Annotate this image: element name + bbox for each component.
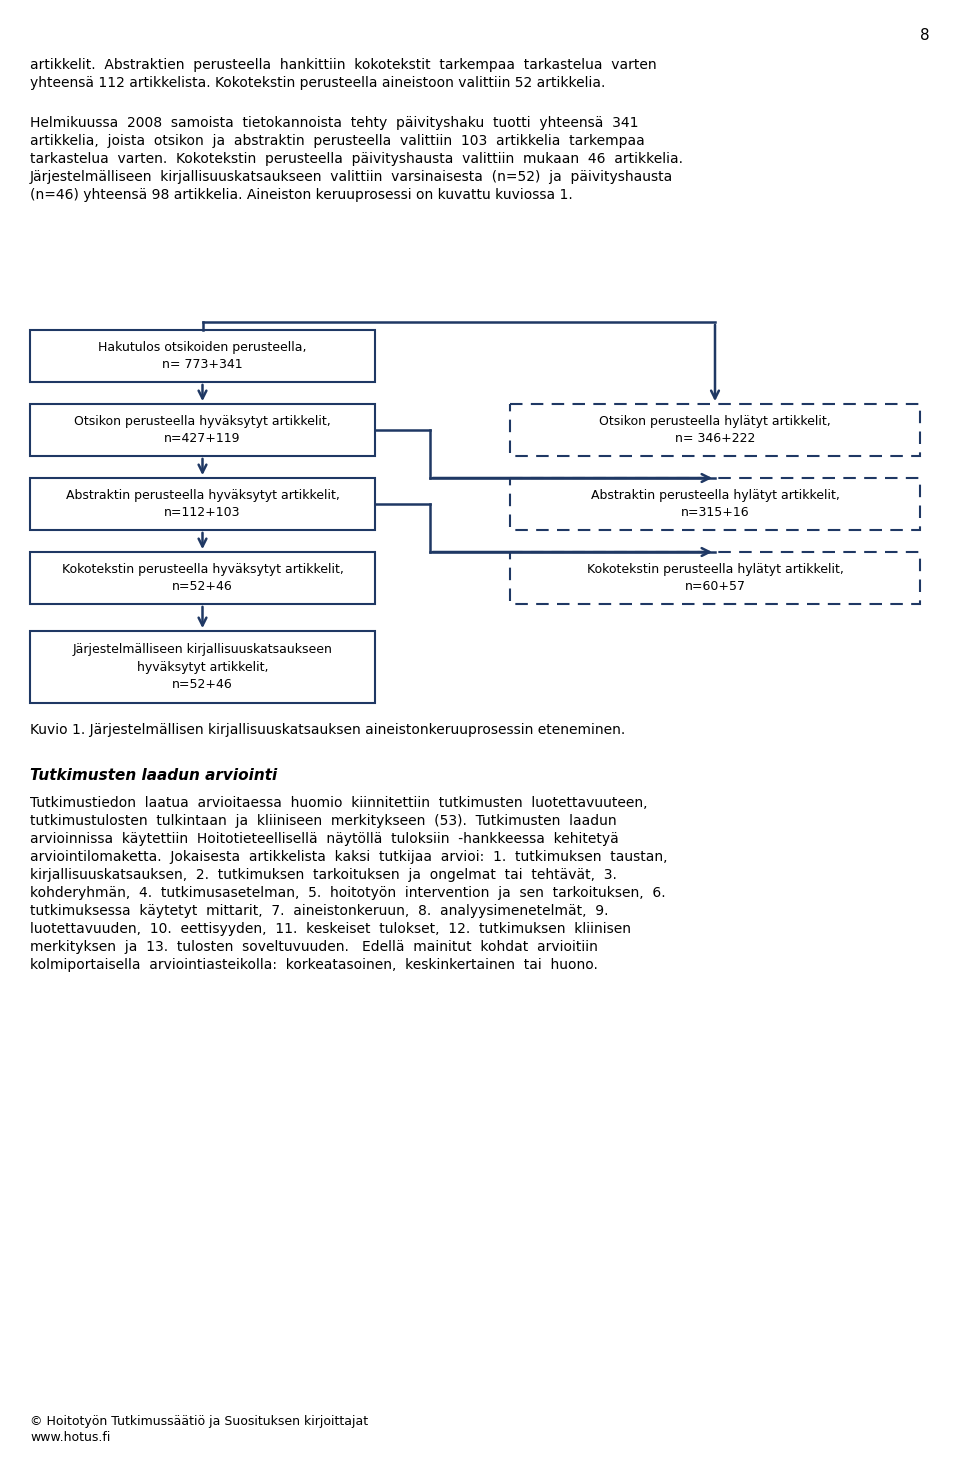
Bar (510, 552, 920, 605)
Bar (30, 478, 375, 530)
Text: arvioinnissa  käytettiin  Hoitotieteellisellä  näytöllä  tuloksiin  -hankkeessa : arvioinnissa käytettiin Hoitotieteellise… (30, 832, 619, 847)
Text: luotettavuuden,  10.  eettisyyden,  11.  keskeiset  tulokset,  12.  tutkimuksen : luotettavuuden, 10. eettisyyden, 11. kes… (30, 922, 631, 935)
Text: Kuvio 1. Järjestelmällisen kirjallisuuskatsauksen aineistonkeruuprosessin etenem: Kuvio 1. Järjestelmällisen kirjallisuusk… (30, 723, 625, 737)
Text: Järjestelmälliseen  kirjallisuuskatsaukseen  valittiin  varsinaisesta  (n=52)  j: Järjestelmälliseen kirjallisuuskatsaukse… (30, 170, 673, 184)
Text: (n=46) yhteensä 98 artikkelia. Aineiston keruuprosessi on kuvattu kuviossa 1.: (n=46) yhteensä 98 artikkelia. Aineiston… (30, 188, 573, 203)
Text: artikkelia,  joista  otsikon  ja  abstraktin  perusteella  valittiin  103  artik: artikkelia, joista otsikon ja abstraktin… (30, 134, 645, 149)
Text: Tutkimustiedon  laatua  arvioitaessa  huomio  kiinnitettiin  tutkimusten  luotet: Tutkimustiedon laatua arvioitaessa huomi… (30, 796, 647, 810)
Bar (510, 478, 920, 530)
Text: yhteensä 112 artikkelista. Kokotekstin perusteella aineistoon valittiin 52 artik: yhteensä 112 artikkelista. Kokotekstin p… (30, 76, 606, 90)
Text: Helmikuussa  2008  samoista  tietokannoista  tehty  päivityshaku  tuotti  yhteen: Helmikuussa 2008 samoista tietokannoista… (30, 117, 638, 130)
Text: 8: 8 (921, 28, 930, 44)
Text: Kokotekstin perusteella hyväksytyt artikkelit,
n=52+46: Kokotekstin perusteella hyväksytyt artik… (61, 562, 344, 593)
Text: tarkastelua  varten.  Kokotekstin  perusteella  päivityshausta  valittiin  mukaa: tarkastelua varten. Kokotekstin perustee… (30, 152, 683, 166)
Text: Abstraktin perusteella hyväksytyt artikkelit,
n=112+103: Abstraktin perusteella hyväksytyt artikk… (65, 488, 340, 520)
Text: Kokotekstin perusteella hylätyt artikkelit,
n=60+57: Kokotekstin perusteella hylätyt artikkel… (587, 562, 844, 593)
Text: artikkelit.  Abstraktien  perusteella  hankittiin  kokotekstit  tarkempaa  tarka: artikkelit. Abstraktien perusteella hank… (30, 58, 657, 71)
Text: Hakutulos otsikoiden perusteella,
n= 773+341: Hakutulos otsikoiden perusteella, n= 773… (98, 341, 307, 372)
Text: kolmiportaisella  arviointiasteikolla:  korkeatasoinen,  keskinkertainen  tai  h: kolmiportaisella arviointiasteikolla: ko… (30, 959, 598, 972)
Text: Tutkimusten laadun arviointi: Tutkimusten laadun arviointi (30, 768, 277, 782)
Text: kohderyhmän,  4.  tutkimusasetelman,  5.  hoitotyön  intervention  ja  sen  tark: kohderyhmän, 4. tutkimusasetelman, 5. ho… (30, 886, 665, 900)
Text: Otsikon perusteella hyväksytyt artikkelit,
n=427+119: Otsikon perusteella hyväksytyt artikkeli… (74, 414, 331, 446)
Text: © Hoitotyön Tutkimussäätiö ja Suosituksen kirjoittajat: © Hoitotyön Tutkimussäätiö ja Suositukse… (30, 1415, 368, 1428)
Text: kirjallisuuskatsauksen,  2.  tutkimuksen  tarkoituksen  ja  ongelmat  tai  tehtä: kirjallisuuskatsauksen, 2. tutkimuksen t… (30, 868, 617, 881)
Text: www.hotus.fi: www.hotus.fi (30, 1431, 110, 1444)
Text: Järjestelmälliseen kirjallisuuskatsaukseen
hyväksytyt artikkelit,
n=52+46: Järjestelmälliseen kirjallisuuskatsaukse… (73, 643, 332, 692)
Text: arviointilomaketta.  Jokaisesta  artikkelista  kaksi  tutkijaa  arvioi:  1.  tut: arviointilomaketta. Jokaisesta artikkeli… (30, 849, 667, 864)
Text: tutkimustulosten  tulkintaan  ja  kliiniseen  merkitykseen  (53).  Tutkimusten  : tutkimustulosten tulkintaan ja kliinisee… (30, 814, 616, 828)
Text: Abstraktin perusteella hylätyt artikkelit,
n=315+16: Abstraktin perusteella hylätyt artikkeli… (590, 488, 839, 520)
Text: merkityksen  ja  13.  tulosten  soveltuvuuden.   Edellä  mainitut  kohdat  arvio: merkityksen ja 13. tulosten soveltuvuude… (30, 940, 598, 954)
Bar (30, 329, 375, 382)
Bar (30, 631, 375, 702)
Text: tutkimuksessa  käytetyt  mittarit,  7.  aineistonkeruun,  8.  analyysimenetelmät: tutkimuksessa käytetyt mittarit, 7. aine… (30, 903, 609, 918)
Text: Otsikon perusteella hylätyt artikkelit,
n= 346+222: Otsikon perusteella hylätyt artikkelit, … (599, 414, 830, 446)
Bar (30, 552, 375, 605)
Bar (510, 404, 920, 456)
Bar (30, 404, 375, 456)
